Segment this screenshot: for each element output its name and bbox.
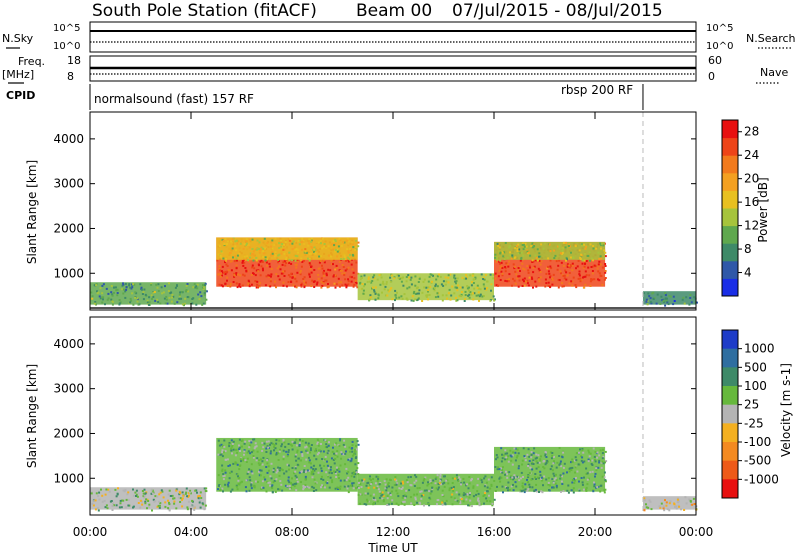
power-panel: 1000 2000 3000 4000 Slant Range [km] <box>25 111 698 311</box>
velocity-y-tick-label-2: 3000 <box>53 382 84 396</box>
x-tick-label-2: 08:00 <box>275 525 310 539</box>
power-colorbar-tick-1: 8 <box>744 242 752 256</box>
nsearch-label: N.Search <box>746 32 796 45</box>
velocity-colorbar-swatch-3 <box>722 386 738 406</box>
power-region-3 <box>357 273 496 302</box>
velocity-colorbar-swatch-1 <box>722 348 738 368</box>
power-y-tick-label-2: 3000 <box>53 177 84 191</box>
velocity-region-4 <box>642 496 698 512</box>
velocity-y-axis: 1000 2000 3000 4000 <box>53 337 696 485</box>
velocity-colorbar-tick-2: 100 <box>744 379 767 393</box>
power-region-5 <box>494 241 607 262</box>
velocity-y-tick-label-3: 4000 <box>53 337 84 351</box>
power-y-axis: 1000 2000 3000 4000 <box>53 132 696 280</box>
power-region-6 <box>642 291 698 307</box>
power-region-2 <box>216 237 360 262</box>
power-colorbar-tick-5: 24 <box>744 148 759 162</box>
velocity-region-1 <box>216 437 360 494</box>
freq-label: Freq. <box>18 55 45 68</box>
velocity-panel: 1000 2000 3000 4000 Slant Range [km] <box>25 316 698 516</box>
x-tick-label-1: 04:00 <box>174 525 209 539</box>
x-tick-label-3: 12:00 <box>376 525 411 539</box>
nave-label: Nave <box>760 66 788 79</box>
velocity-colorbar-swatch-2 <box>722 367 738 387</box>
velocity-colorbar-swatch-4 <box>722 404 738 424</box>
x-tick-label-5: 20:00 <box>578 525 613 539</box>
nsearch-tick-bottom: 10^0 <box>706 41 733 52</box>
nsearch-tick-top: 10^5 <box>706 23 733 34</box>
power-colorbar-tick-3: 16 <box>744 195 759 209</box>
nsky-tick-top: 10^5 <box>53 23 80 34</box>
velocity-y-tick-label-0: 1000 <box>53 471 84 485</box>
power-colorbar-swatch-2 <box>722 243 738 262</box>
velocity-colorbar-swatch-0 <box>722 330 738 350</box>
velocity-colorbar-tick-5: -100 <box>744 435 771 449</box>
velocity-region-0 <box>90 487 208 512</box>
power-colorbar-swatch-5 <box>722 190 738 209</box>
velocity-colorbar-tick-0: 1000 <box>744 342 775 356</box>
freq-strip: Freq. [MHz] 18 8 Nave 60 0 <box>2 54 788 84</box>
velocity-colorbar-tick-3: 25 <box>744 398 759 412</box>
power-y-label: Slant Range [km] <box>25 160 39 264</box>
x-tick-label-0: 00:00 <box>73 525 108 539</box>
velocity-region-3 <box>494 446 608 494</box>
power-marks <box>90 237 698 307</box>
freq-unit: [MHz] <box>2 68 34 81</box>
velocity-marks <box>90 437 698 512</box>
velocity-colorbar-swatch-8 <box>722 479 738 499</box>
power-colorbar-label: Power [dB] <box>756 177 770 242</box>
nsky-tick-bottom: 10^0 <box>53 41 80 52</box>
velocity-y-tick-label-1: 2000 <box>53 426 84 440</box>
power-colorbar-swatch-7 <box>722 155 738 174</box>
power-region-0 <box>90 282 208 307</box>
velocity-colorbar: 1000 500 100 25 -25 -100 -500 -1000 <box>721 329 779 499</box>
velocity-colorbar-swatch-6 <box>722 442 738 462</box>
velocity-colorbar-tick-7: -1000 <box>744 472 779 486</box>
power-colorbar-swatch-9 <box>722 120 738 139</box>
velocity-colorbar-swatch-5 <box>722 423 738 443</box>
freq-tick-top: 18 <box>67 54 81 67</box>
power-colorbar-tick-4: 20 <box>744 172 759 186</box>
power-colorbar-tick-6: 28 <box>744 125 759 139</box>
power-y-tick-label-3: 4000 <box>53 132 84 146</box>
x-axis: 00:00 04:00 08:00 12:00 16:00 20:00 00:00 <box>73 112 714 539</box>
x-tick-label-4: 16:00 <box>477 525 512 539</box>
x-axis-label: Time UT <box>367 541 418 554</box>
power-y-tick-label-0: 1000 <box>53 266 84 280</box>
cpid-segment-2: rbsp 200 RF <box>561 83 633 97</box>
cpid-strip: CPID normalsound (fast) 157 RF rbsp 200 … <box>6 83 644 110</box>
power-colorbar-swatch-1 <box>722 260 738 279</box>
power-colorbar-swatch-6 <box>722 172 738 191</box>
cpid-label: CPID <box>6 89 35 102</box>
power-y-tick-label-1: 2000 <box>53 221 84 235</box>
beam-label: Beam 00 <box>356 1 432 21</box>
velocity-colorbar-swatch-7 <box>722 460 738 480</box>
velocity-colorbar-label: Velocity [m s-1] <box>779 363 793 457</box>
velocity-colorbar-tick-6: -500 <box>744 454 771 468</box>
cpid-segment-1: normalsound (fast) 157 RF <box>94 92 254 106</box>
power-colorbar-tick-0: 4 <box>744 266 752 280</box>
power-colorbar-tick-2: 12 <box>744 219 759 233</box>
freq-tick-bottom: 8 <box>67 70 74 83</box>
nsky-label: N.Sky <box>2 32 34 45</box>
noise-strip: N.Sky 10^5 10^0 N.Search 10^5 10^0 <box>2 21 796 53</box>
date-range: 07/Jul/2015 - 08/Jul/2015 <box>452 1 663 21</box>
station-title: South Pole Station (fitACF) <box>92 1 317 21</box>
nave-tick-bottom: 0 <box>708 70 715 83</box>
velocity-colorbar-tick-4: -25 <box>744 416 764 430</box>
x-tick-label-6: 00:00 <box>679 525 714 539</box>
velocity-y-label: Slant Range [km] <box>25 364 39 468</box>
power-colorbar-swatch-3 <box>722 225 738 244</box>
power-colorbar-swatch-8 <box>722 137 738 156</box>
power-colorbar-swatch-4 <box>722 208 738 227</box>
velocity-region-2 <box>357 473 496 508</box>
power-colorbar: 4 8 12 16 20 24 28 <box>721 119 759 297</box>
nave-tick-top: 60 <box>708 54 722 67</box>
velocity-colorbar-tick-1: 500 <box>744 360 767 374</box>
power-colorbar-swatch-0 <box>722 278 738 297</box>
